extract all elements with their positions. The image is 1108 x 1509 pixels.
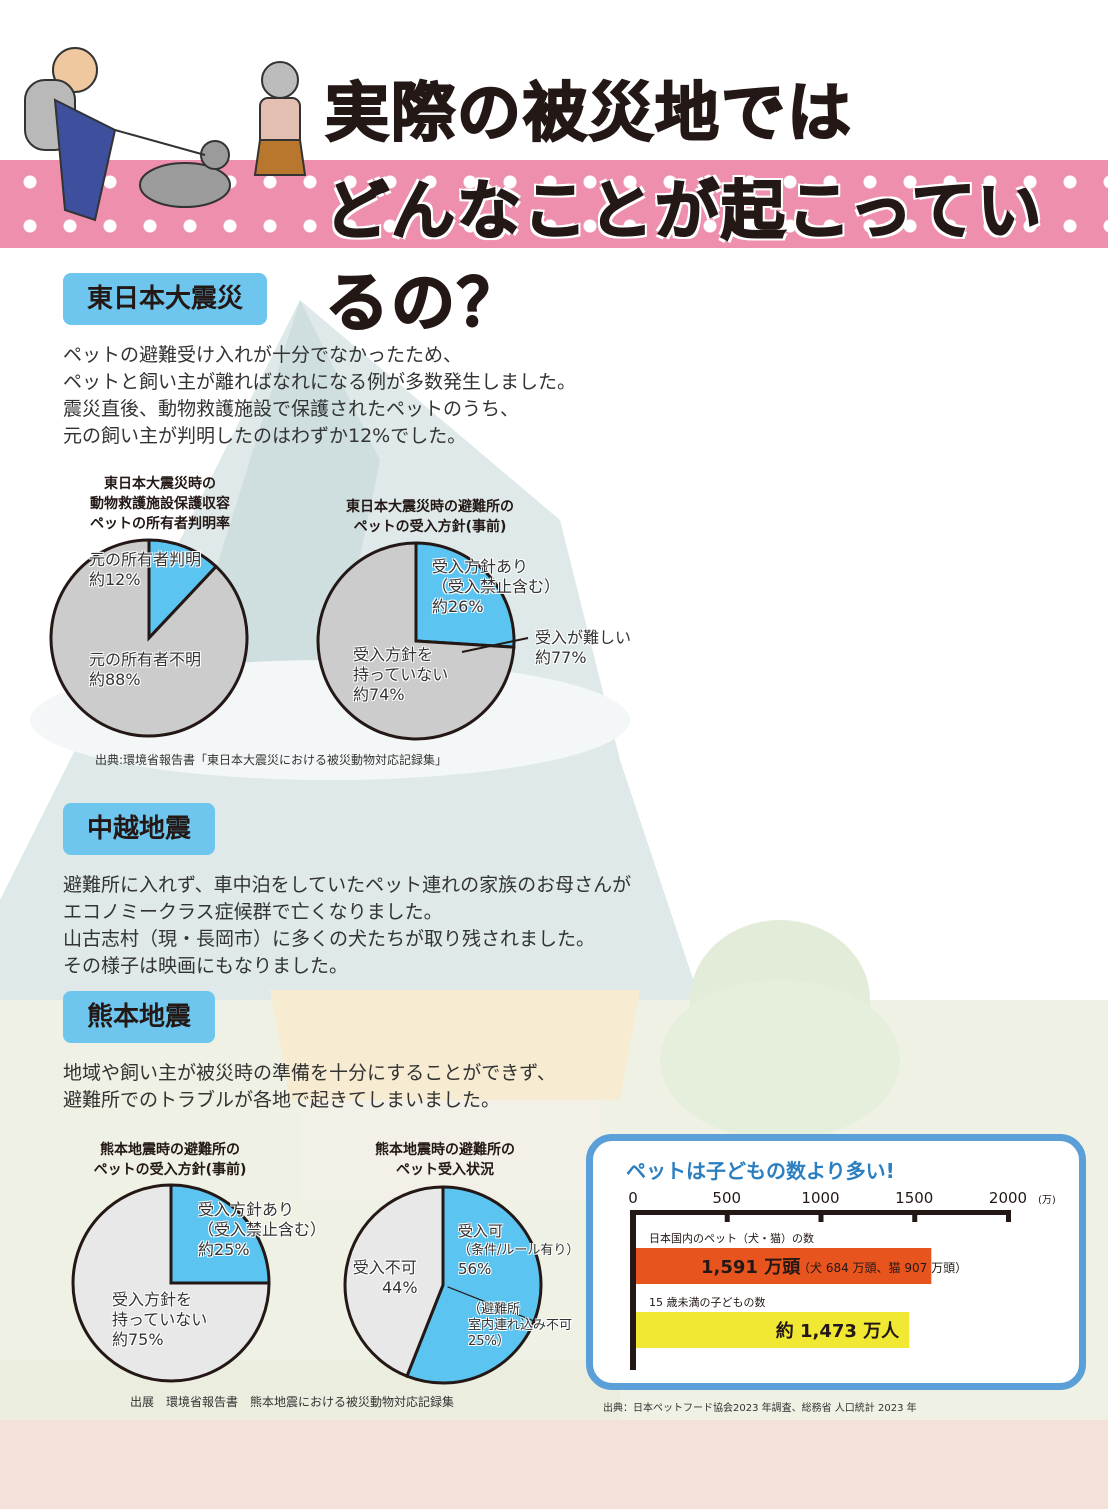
- x-tick-label: 0: [628, 1189, 638, 1207]
- pie-slice: [49, 538, 249, 738]
- section-heading-higashi-nihon: 東日本大震災: [63, 273, 268, 325]
- pie-label: 受入方針あり （受入禁止含む） 約25%: [198, 1200, 327, 1259]
- text-line: 震災直後、動物救護施設で保護されたペットのうち、: [63, 398, 520, 420]
- chart-title: 東日本大震災時の避難所の ペットの受入方針(事前): [346, 499, 514, 535]
- pie-chart-shelter-policy-kumamoto: [71, 1183, 271, 1383]
- pie-slice: [71, 1183, 271, 1383]
- section-text-kumamoto: 地域や飼い主が被災時の準備を十分にすることができず、 避難所でのトラブルが各地で…: [63, 1060, 556, 1114]
- annotation-leader-line: [461, 637, 529, 653]
- pie-annotation: 受入が難しい 約77%: [535, 628, 632, 667]
- text-line: その様子は映画にもなりました。: [63, 955, 349, 977]
- pie-slice: [414, 541, 516, 649]
- bar: [636, 1248, 932, 1284]
- section-heading-kumamoto: 熊本地震: [63, 991, 216, 1043]
- pie-label: 元の所有者不明 約88%: [89, 650, 202, 689]
- text-line: 避難所に入れず、車中泊をしていたペット連れの家族のお母さんが: [63, 874, 632, 896]
- pie-label: 受入可 （条件/ルール有り） 56%: [458, 1222, 580, 1278]
- x-unit-label: (万): [1038, 1195, 1056, 1206]
- pie-label: 受入方針あり （受入禁止含む） 約26%: [432, 557, 561, 616]
- x-tick-label: 1000: [801, 1189, 839, 1207]
- pie-slice: [316, 541, 516, 741]
- pie-label: 受入方針を 持っていない 約74%: [353, 645, 449, 704]
- bar-category-label: 日本国内のペット（犬・猫）の数: [649, 1231, 814, 1245]
- text-line: ペットの避難受け入れが十分でなかったため、: [63, 344, 463, 366]
- bar-value-label: 1,591 万頭: [701, 1257, 801, 1278]
- source-note: 出典:環境省報告書「東日本大震災における被災動物対応記録集」: [95, 753, 448, 767]
- pie-chart-shelter-policy-higashi: [316, 541, 516, 741]
- x-tick: [818, 1210, 824, 1222]
- pie-sub-divider: [447, 1286, 535, 1322]
- text-line: 元の飼い主が判明したのはわずか12%でした。: [63, 425, 467, 447]
- page-title-line1: 実際の被災地では: [324, 76, 853, 152]
- text-line: 山古志村（現・長岡市）に多くの犬たちが取り残されました。: [63, 928, 596, 950]
- x-tick-label: 500: [712, 1189, 741, 1207]
- pie-slice: [404, 1185, 543, 1385]
- chart-title: 熊本地震時の避難所の ペット受入状況: [375, 1142, 515, 1178]
- pie-chart-acceptance-kumamoto: [343, 1185, 543, 1385]
- chart-title: 東日本大震災時の 動物救護施設保護収容 ペットの所有者判明率: [90, 476, 230, 532]
- bar-value-label: 約 1,473 万人: [776, 1320, 900, 1342]
- pie-label: 元の所有者判明 約12%: [89, 550, 202, 589]
- text-line: エコノミークラス症候群で亡くなりました。: [63, 901, 443, 923]
- section-text-chuetsu: 避難所に入れず、車中泊をしていたペット連れの家族のお母さんが エコノミークラス症…: [63, 872, 631, 980]
- text-line: 地域や飼い主が被災時の準備を十分にすることができず、: [63, 1062, 556, 1084]
- source-note: 出典：日本ペットフード協会2023 年調査、総務省 人口統計 2023 年: [603, 1403, 917, 1414]
- section-heading-chuetsu: 中越地震: [63, 803, 216, 855]
- text-line: ペットと飼い主が離ればなれになる例が多数発生しました。: [63, 371, 577, 393]
- pie-label: 受入不可 44%: [352, 1258, 418, 1297]
- pie-chart-owner-found-rate: [49, 538, 249, 738]
- pie-slice: [343, 1185, 445, 1379]
- x-tick-label: 2000: [989, 1189, 1027, 1207]
- y-axis: [630, 1210, 636, 1370]
- section-text-higashi-nihon: ペットの避難受け入れが十分でなかったため、 ペットと飼い主が離ればなれになる例が…: [63, 342, 576, 450]
- source-note: 出展 環境省報告書 熊本地震における被災動物対応記録集: [130, 1395, 455, 1409]
- bar: [636, 1312, 910, 1348]
- x-tick-label: 1500: [895, 1189, 933, 1207]
- text-line: 避難所でのトラブルが各地で起きてしまいました。: [63, 1089, 501, 1111]
- bar-chart-title: ペットは子どもの数より多い!: [626, 1159, 895, 1183]
- x-tick: [1006, 1210, 1011, 1222]
- bar-chart: 0 500 1000 1500 2000 (万) 日本国内のペット（犬・猫）の数 1,591 …: [628, 1189, 1056, 1370]
- pie-sub-label: （避難所 室内連れ込み不可 25%）: [468, 1302, 573, 1349]
- bar-detail-label: （犬 684 万頭、猫 907 万頭）: [798, 1261, 967, 1275]
- pie-slice: [169, 1183, 271, 1285]
- page-title-line2: どんなことが起こっているの？: [324, 174, 1044, 342]
- x-tick: [912, 1210, 918, 1222]
- bar-category-label: 15 歳未満の子どもの数: [649, 1296, 766, 1309]
- pie-label: 受入方針を 持っていない 約75%: [112, 1290, 208, 1349]
- x-tick: [724, 1210, 730, 1222]
- chart-title: 熊本地震時の避難所の ペットの受入方針(事前): [93, 1142, 247, 1178]
- people-and-dog-illustration: [24, 47, 307, 222]
